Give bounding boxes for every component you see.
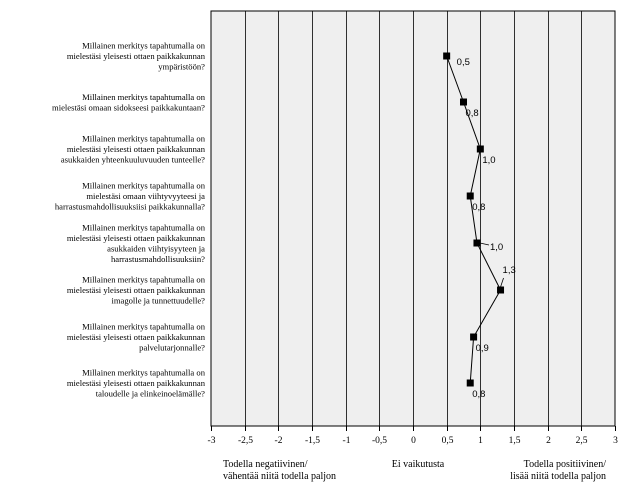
x-tick-label: -2 <box>275 436 283 446</box>
category-labels: Millainen merkitys tapahtumalla on mieles… <box>52 41 206 399</box>
value-label: 1,3 <box>503 265 516 276</box>
value-label: 1,0 <box>490 242 503 253</box>
plot-background <box>211 11 615 426</box>
category-label: Millainen merkitys tapahtumalla on mieles… <box>55 181 206 212</box>
x-tick-label: 3 <box>613 436 618 446</box>
annotation-neutral: Ei vaikutusta <box>392 459 445 470</box>
x-tick-label: 0 <box>411 436 416 446</box>
x-axis: -3 -2,5 -2 -1,5 -1 -0,5 0 0,5 1 1,5 2 2,5 3 <box>208 426 618 446</box>
data-point <box>497 286 505 294</box>
annotation-positive: Todella positiivinen/lisää niitä todella… <box>510 459 606 482</box>
data-point <box>466 192 474 200</box>
value-label: 1,0 <box>482 155 495 166</box>
x-tick-label: 1 <box>478 436 483 446</box>
value-label: 0,8 <box>472 202 485 213</box>
category-label: Millainen merkitys tapahtumalla on mieles… <box>52 92 206 113</box>
x-tick-label: 2 <box>546 436 551 446</box>
x-tick-label: -0,5 <box>372 436 387 446</box>
series-line <box>446 55 502 384</box>
x-tick-label: 2,5 <box>576 436 588 446</box>
x-tick-label: -2,5 <box>238 436 253 446</box>
x-tick-label: -3 <box>208 436 216 446</box>
x-tick-label: -1,5 <box>305 436 320 446</box>
data-point <box>443 52 451 60</box>
axis-annotations: Todella negatiivinen/vähentää niitä tode… <box>223 459 606 482</box>
category-label: Millainen merkitys tapahtumalla on mieles… <box>67 275 206 306</box>
value-label: 0,8 <box>466 108 479 119</box>
label-leader <box>500 277 504 288</box>
data-point <box>473 239 481 247</box>
category-label: Millainen merkitys tapahtumalla on mieles… <box>67 41 206 72</box>
value-label: 0,9 <box>476 343 489 354</box>
grid-lines <box>245 11 582 426</box>
annotation-negative: Todella negatiivinen/vähentää niitä tode… <box>223 459 336 482</box>
value-label: 0,8 <box>472 389 485 400</box>
value-label: 0,5 <box>457 57 470 68</box>
data-point <box>460 98 467 106</box>
data-point <box>466 379 474 387</box>
category-label: Millainen merkitys tapahtumalla on mieles… <box>67 222 206 264</box>
x-tick-label: 1,5 <box>509 436 521 446</box>
category-label: Millainen merkitys tapahtumalla on mieles… <box>67 322 206 353</box>
x-tick-label: -1 <box>343 436 351 446</box>
category-label: Millainen merkitys tapahtumalla on mieles… <box>67 368 206 399</box>
label-leader <box>479 242 490 246</box>
x-tick-label: 0,5 <box>442 436 454 446</box>
category-label: Millainen merkitys tapahtumalla on mieles… <box>61 134 206 165</box>
data-point <box>470 333 478 341</box>
series: 0,5 0,8 1,0 0,8 1,0 1,3 0,9 0,8 <box>443 52 516 400</box>
data-point <box>476 145 484 153</box>
